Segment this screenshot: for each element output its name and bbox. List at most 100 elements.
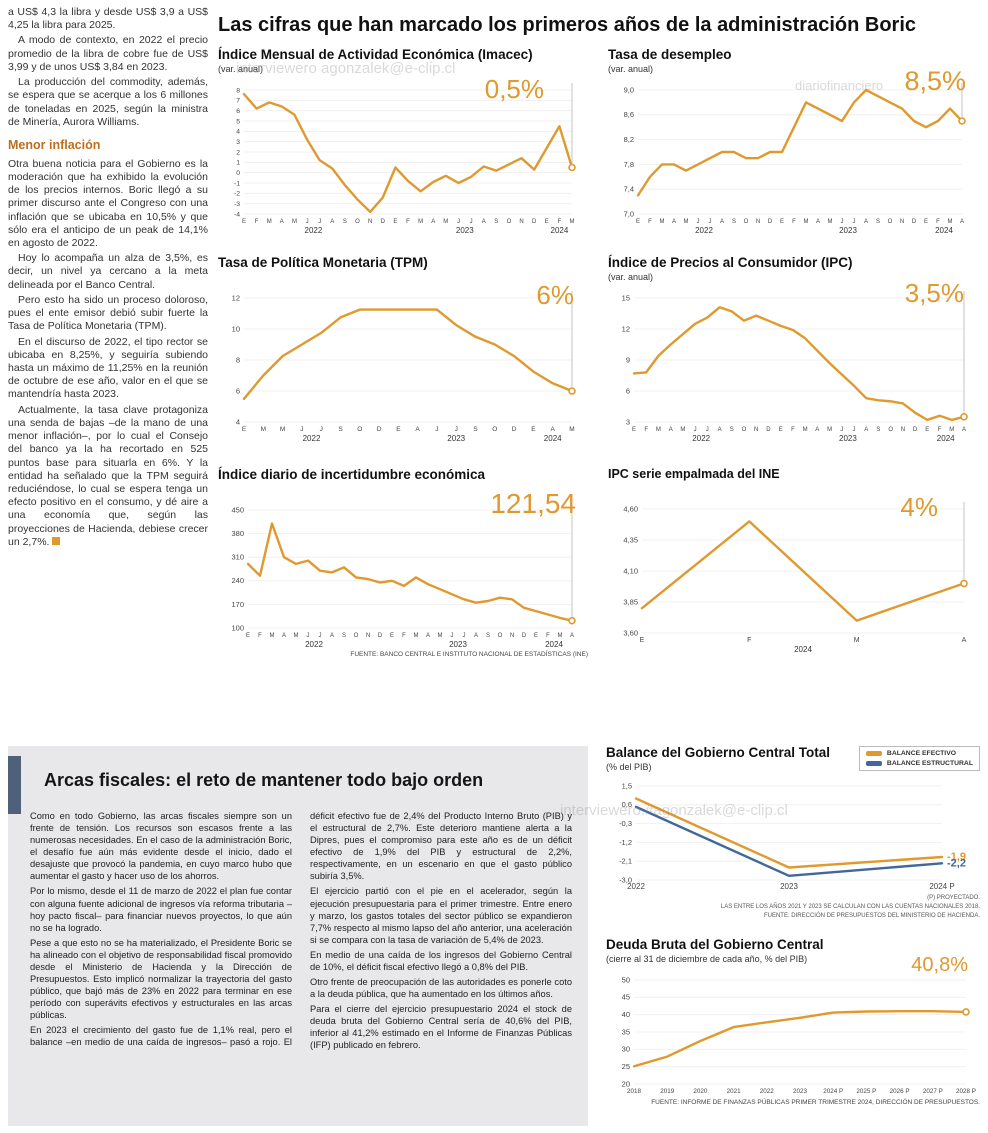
svg-text:J: J (455, 426, 458, 433)
svg-text:A: A (282, 633, 286, 639)
article-subheading: Menor inflación (8, 137, 101, 152)
svg-text:O: O (888, 219, 893, 225)
svg-text:N: N (519, 219, 523, 225)
svg-text:450: 450 (231, 505, 244, 514)
svg-text:-1,9: -1,9 (947, 851, 966, 863)
svg-text:A: A (962, 637, 967, 644)
svg-text:E: E (246, 633, 250, 639)
legend-swatch-orange-icon (865, 751, 882, 756)
svg-text:2028 P: 2028 P (956, 1088, 976, 1095)
fiscal-paragraph: El ejercicio partió con el pie en el ace… (310, 886, 572, 945)
left-article-column: a US$ 4,3 la libra y desde US$ 3,9 a US$… (8, 6, 208, 551)
page-title: Las cifras que han marcado los primeros … (218, 14, 916, 36)
svg-text:E: E (534, 633, 538, 639)
svg-text:E: E (531, 426, 536, 433)
svg-text:170: 170 (231, 600, 244, 609)
svg-text:M: M (438, 633, 443, 639)
svg-text:-2,2: -2,2 (947, 857, 966, 869)
svg-text:30: 30 (622, 1045, 630, 1054)
svg-text:2027 P: 2027 P (923, 1088, 943, 1095)
svg-text:A: A (864, 427, 868, 433)
svg-text:E: E (780, 219, 784, 225)
svg-text:A: A (551, 426, 556, 433)
svg-text:2023: 2023 (839, 434, 857, 443)
svg-text:J: J (841, 219, 844, 225)
svg-text:F: F (747, 637, 751, 644)
svg-text:D: D (766, 427, 771, 433)
chart-balance: Balance del Gobierno Central Total (% de… (606, 745, 980, 934)
article-paragraph: a US$ 4,3 la libra y desde US$ 3,9 a US$… (8, 6, 208, 32)
svg-text:S: S (473, 426, 478, 433)
svg-text:2022: 2022 (627, 882, 645, 891)
svg-text:2025 P: 2025 P (856, 1088, 876, 1095)
svg-text:0: 0 (236, 170, 240, 177)
svg-text:J: J (435, 426, 438, 433)
chart-ipc-ine: IPC serie empalmada del INE 4% 4,60 4,35 4… (608, 467, 980, 674)
chart-subtitle: (var. anual) (608, 271, 654, 282)
article-paragraph: A modo de contexto, en 2022 el precio pr… (8, 34, 208, 73)
legend-label: BALANCE EFECTIVO (886, 750, 957, 757)
svg-text:15: 15 (622, 293, 630, 302)
svg-text:A: A (415, 426, 420, 433)
fiscal-paragraph: En medio de una caída de los ingresos de… (310, 949, 572, 972)
chart-source: FUENTE: BANCO CENTRAL E INSTITUTO NACION… (350, 650, 588, 658)
svg-text:A: A (960, 219, 964, 225)
svg-text:S: S (342, 633, 346, 639)
chart-title: Tasa de Política Monetaria (TPM) (218, 255, 428, 270)
svg-text:2024 P: 2024 P (929, 882, 954, 891)
svg-text:F: F (558, 219, 562, 225)
svg-text:J: J (320, 426, 323, 433)
svg-text:-0,3: -0,3 (619, 819, 632, 828)
svg-text:9,0: 9,0 (624, 85, 634, 94)
svg-text:M: M (680, 427, 685, 433)
svg-text:50: 50 (622, 975, 630, 984)
svg-text:J: J (306, 219, 309, 225)
svg-text:F: F (648, 219, 652, 225)
svg-text:2023: 2023 (839, 226, 857, 235)
svg-text:6: 6 (626, 386, 630, 395)
svg-text:12: 12 (622, 324, 630, 333)
svg-text:F: F (938, 427, 942, 433)
svg-text:A: A (474, 633, 478, 639)
chart-value-label: 0,5% (484, 74, 544, 104)
svg-text:M: M (854, 637, 860, 644)
svg-text:N: N (368, 219, 372, 225)
svg-text:D: D (913, 427, 918, 433)
chart-incertidumbre: Índice diario de incertidumbre económica… (218, 467, 588, 680)
svg-text:A: A (330, 633, 334, 639)
chart-subtitle (218, 272, 588, 284)
box-accent-bar (8, 756, 21, 814)
svg-text:S: S (338, 426, 343, 433)
legend-label: BALANCE ESTRUCTURAL (886, 760, 973, 767)
svg-text:A: A (962, 427, 966, 433)
svg-text:1: 1 (236, 160, 240, 167)
svg-text:2023: 2023 (449, 640, 467, 649)
svg-text:O: O (744, 219, 749, 225)
svg-text:A: A (720, 219, 724, 225)
svg-text:6: 6 (236, 386, 240, 395)
svg-text:E: E (242, 426, 247, 433)
svg-text:2024 P: 2024 P (823, 1088, 843, 1095)
svg-text:E: E (925, 427, 929, 433)
svg-text:3: 3 (626, 417, 630, 426)
svg-text:F: F (792, 219, 796, 225)
chart-value-label: 8,5% (904, 66, 966, 96)
svg-text:9: 9 (626, 355, 630, 364)
svg-text:3: 3 (236, 139, 240, 146)
chart-value-label: 121,54 (490, 488, 576, 519)
svg-text:E: E (632, 427, 636, 433)
svg-text:A: A (718, 427, 722, 433)
legend-item-estructural: BALANCE ESTRUCTURAL (865, 760, 973, 767)
article-paragraph: En el discurso de 2022, el tipo rector s… (8, 335, 208, 401)
svg-text:O: O (888, 427, 893, 433)
svg-text:M: M (292, 219, 297, 225)
svg-text:O: O (492, 426, 497, 433)
svg-text:M: M (443, 219, 448, 225)
svg-text:M: M (684, 219, 689, 225)
svg-text:N: N (754, 427, 758, 433)
svg-text:M: M (804, 219, 809, 225)
footnote: FUENTE: DIRECCIÓN DE PRESUPUESTOS DEL MI… (763, 913, 980, 920)
svg-text:N: N (510, 633, 514, 639)
